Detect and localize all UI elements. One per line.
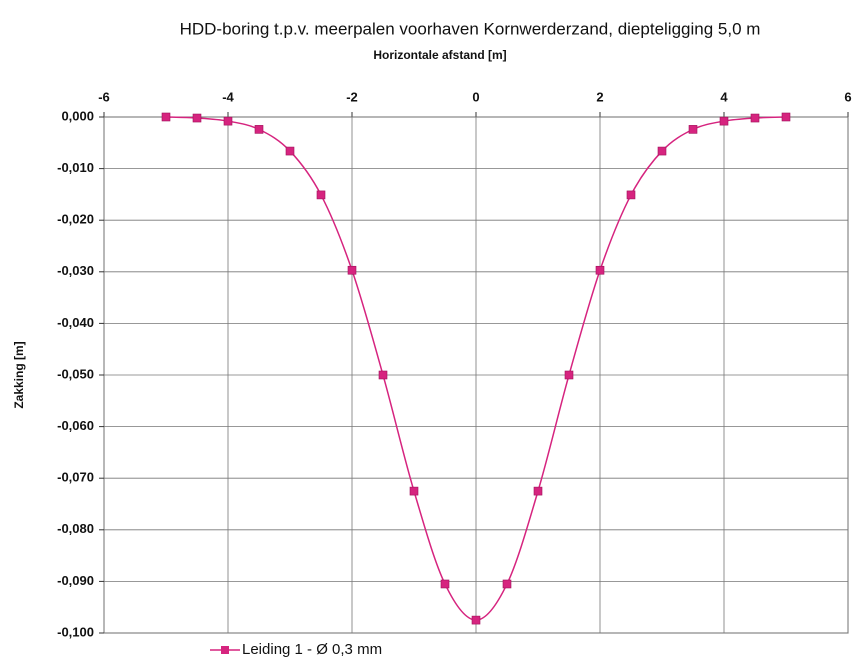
marker: [502, 579, 512, 589]
marker: [254, 125, 264, 134]
x-tick-label: 2: [596, 89, 603, 104]
y-axis-title: Zakking [m]: [12, 341, 26, 408]
marker: [223, 116, 233, 126]
y-tick-label: -0,090: [57, 573, 94, 588]
x-tick-label: -6: [98, 89, 110, 104]
x-tick-label: 0: [472, 89, 479, 104]
marker: [440, 579, 450, 589]
marker: [626, 190, 636, 200]
y-tick-label: -0,070: [57, 470, 94, 485]
x-axis-title: Horizontale afstand [m]: [373, 48, 506, 62]
marker: [285, 146, 295, 156]
y-tick-label: -0,060: [57, 418, 94, 433]
marker: [471, 615, 481, 625]
y-tick-label: -0,030: [57, 263, 94, 278]
y-tick-label: -0,020: [57, 212, 94, 227]
y-tick-label: -0,080: [57, 521, 94, 536]
chart-title: HDD-boring t.p.v. meerpalen voorhaven Ko…: [180, 19, 761, 38]
legend-label: Leiding 1 - Ø 0,3 mm: [242, 641, 382, 658]
marker: [316, 190, 326, 200]
y-tick-label: -0,100: [57, 624, 94, 639]
marker: [657, 146, 667, 156]
y-tick-label: -0,040: [57, 315, 94, 330]
marker: [192, 113, 202, 123]
marker: [688, 125, 698, 134]
marker: [564, 370, 574, 380]
marker: [409, 486, 419, 496]
x-tick-label: -4: [222, 89, 234, 104]
y-tick-label: 0,000: [61, 108, 94, 123]
marker: [781, 112, 791, 122]
legend-marker: [221, 646, 229, 654]
marker: [347, 265, 357, 275]
marker: [750, 113, 760, 123]
marker: [595, 265, 605, 275]
marker: [161, 112, 171, 122]
y-tick-label: -0,050: [57, 366, 94, 381]
marker: [719, 116, 729, 126]
x-tick-label: 6: [844, 89, 851, 104]
x-tick-label: -2: [346, 89, 358, 104]
y-tick-label: -0,010: [57, 160, 94, 175]
x-tick-label: 4: [720, 89, 728, 104]
marker: [533, 486, 543, 496]
marker: [378, 370, 388, 380]
